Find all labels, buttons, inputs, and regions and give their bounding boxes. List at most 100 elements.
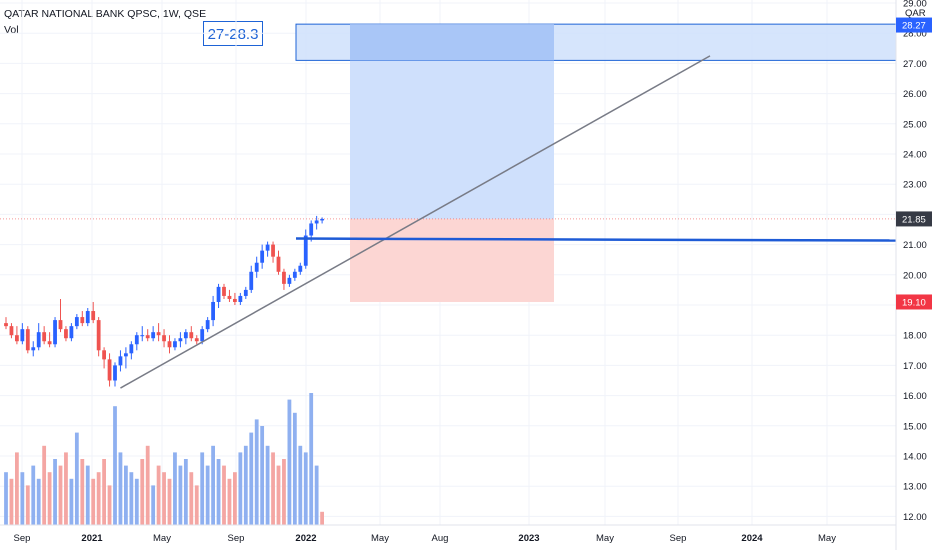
volume-bar — [42, 445, 47, 525]
price-badge-text: 28.27 — [902, 21, 926, 32]
volume-bar — [205, 465, 210, 525]
volume-bar — [314, 465, 319, 525]
volume-bar — [243, 445, 248, 525]
volume-bar — [222, 465, 226, 525]
candle-body — [36, 332, 41, 348]
time-tick-label: 2021 — [81, 533, 103, 544]
candle-body — [309, 223, 314, 236]
volume-bar — [200, 452, 205, 525]
price-badge-bg — [896, 211, 932, 227]
candle-body — [222, 286, 226, 296]
volume-bar — [156, 465, 161, 525]
volume-bar — [260, 426, 265, 525]
candle-body — [303, 235, 308, 266]
volume-bar — [91, 478, 96, 525]
volume-bar — [145, 445, 150, 525]
candle-body — [118, 356, 123, 366]
currency-label: QAR — [905, 8, 926, 19]
candle-body — [58, 320, 63, 330]
volume-bar — [102, 459, 106, 525]
volume-bar — [292, 412, 297, 525]
time-tick-label: 2024 — [741, 533, 763, 544]
candle-body — [178, 338, 183, 342]
candle-body — [69, 326, 74, 339]
candle-body — [314, 220, 319, 224]
volume-bar — [9, 478, 14, 525]
volume-bar — [211, 445, 215, 525]
time-tick-label: Sep — [228, 533, 245, 544]
candle-body — [298, 265, 303, 272]
candle-body — [42, 332, 47, 342]
time-tick-label: Aug — [432, 533, 449, 544]
volume-bar — [107, 485, 112, 525]
candle-body — [91, 311, 96, 321]
volume-bar — [113, 406, 117, 525]
volume-bar — [227, 478, 232, 525]
time-tick-label: Sep — [670, 533, 687, 544]
price-badge-bg — [896, 17, 932, 33]
candle-body — [15, 335, 19, 342]
candle-body — [238, 295, 243, 302]
candle-body — [320, 218, 324, 221]
time-axis: Sep 2021 May Sep 2022 May Aug 2023 May Sep 2024 May — [0, 524, 896, 544]
candle-body — [124, 353, 128, 357]
time-tick-label: May — [371, 533, 389, 544]
volume-bar — [140, 459, 145, 525]
symbol-title: QATAR NATIONAL BANK QPSC, 1W, QSE — [4, 8, 207, 20]
candle-body — [189, 332, 194, 339]
price-badge-bg — [896, 294, 932, 310]
stop-price-badge: 19.10 — [896, 294, 932, 310]
candle-body — [140, 335, 145, 337]
price-badge-text: 21.85 — [902, 214, 926, 225]
volume-bar — [74, 432, 79, 525]
price-tick-label: 27.00 — [903, 59, 927, 70]
candle-body — [134, 335, 139, 345]
price-tick-label: 18.00 — [903, 331, 927, 342]
price-tick-label: 16.00 — [903, 391, 927, 402]
volume-bar — [15, 452, 19, 525]
candle-body — [292, 271, 297, 278]
price-tick-label: 24.00 — [903, 150, 927, 161]
volume-bar — [265, 445, 270, 525]
volume-bar — [47, 472, 52, 525]
candle-body — [276, 256, 281, 272]
time-tick-label: 2023 — [518, 533, 539, 544]
candle-body — [107, 359, 112, 381]
volume-bar — [129, 472, 134, 525]
volume-bar — [118, 452, 123, 525]
candle-body — [287, 277, 292, 284]
volume-bar — [31, 465, 36, 525]
candles — [4, 215, 324, 387]
price-axis: 29.0028.0027.0026.0025.0024.0023.0022.00… — [895, 0, 932, 550]
price-tick-label: 28.00 — [903, 29, 927, 40]
price-tick-label: 13.00 — [903, 482, 927, 493]
price-tick-label: 21.00 — [903, 240, 927, 251]
time-tick-label: May — [596, 533, 614, 544]
price-tick-label: 14.00 — [903, 452, 927, 463]
volume-bars — [4, 393, 324, 525]
volume-bar — [151, 485, 156, 525]
volume-bar — [298, 445, 303, 525]
candle-body — [200, 329, 205, 342]
volume-bar — [276, 465, 281, 525]
volume-bar — [4, 472, 8, 525]
candle-body — [113, 365, 117, 381]
volume-bar — [36, 478, 41, 525]
candle-body — [254, 262, 259, 272]
candle-body — [233, 298, 237, 302]
candle-body — [194, 338, 199, 342]
candle-body — [265, 244, 270, 251]
target-price-badge: 28.27 — [896, 17, 932, 33]
volume-bar — [254, 419, 259, 525]
resistance-zone-overlap — [350, 24, 554, 61]
price-tick-label: 15.00 — [903, 421, 927, 432]
volume-bar — [249, 432, 254, 525]
candle-body — [156, 332, 161, 336]
volume-bar — [271, 452, 275, 525]
volume-bar — [96, 472, 101, 525]
candle-body — [85, 311, 90, 324]
price-tick-label: 23.00 — [903, 180, 927, 191]
price-tick-label: 20.00 — [903, 270, 927, 281]
volume-bar — [134, 478, 139, 525]
